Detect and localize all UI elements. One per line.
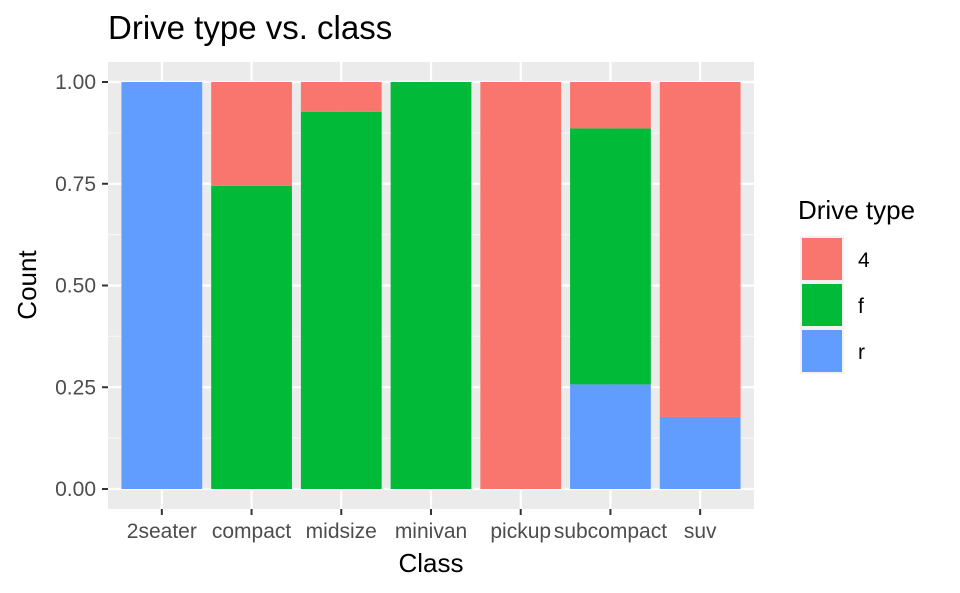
legend-label-r: r <box>858 341 865 364</box>
bar-segment-subcompact-r <box>570 384 651 489</box>
bar-segment-midsize-4 <box>300 82 382 112</box>
bars-layer <box>121 82 741 489</box>
legend-key-f <box>802 284 842 326</box>
legend-key-4 <box>802 238 842 280</box>
bar-segment-midsize-f <box>300 111 382 489</box>
bar-segment-pickup-4 <box>480 82 562 489</box>
legend-label-f: f <box>858 295 864 318</box>
bar-segment-suv-4 <box>659 82 741 417</box>
chart-title: Drive type vs. class <box>108 9 392 46</box>
bar-segment-suv-r <box>659 416 741 489</box>
y-tick-label: 0.25 <box>55 376 96 399</box>
bar-segment-subcompact-f <box>570 128 651 385</box>
y-tick-label: 1.00 <box>55 71 96 94</box>
x-tick-label: subcompact <box>554 520 667 543</box>
bar-segment-minivan-f <box>390 82 472 489</box>
bar-segment-2seater-r <box>121 82 203 489</box>
x-tick-label: suv <box>684 520 717 543</box>
bar-segment-subcompact-4 <box>570 82 651 129</box>
axis-layer: 0.00 0.25 0.50 0.75 1.00 2seater compact midsiz… <box>55 71 717 543</box>
y-tick-label: 0.50 <box>55 275 96 298</box>
x-axis-title: Class <box>398 548 463 578</box>
y-axis-title: Count <box>12 250 42 320</box>
x-tick-label: midsize <box>306 520 377 543</box>
x-tick-label: pickup <box>490 520 551 543</box>
y-tick-label: 0.00 <box>55 478 96 501</box>
x-tick-label: 2seater <box>127 520 197 543</box>
x-tick-label: compact <box>212 520 292 543</box>
bar-segment-compact-4 <box>211 82 292 186</box>
legend-key-r <box>802 330 842 372</box>
legend-title: Drive type <box>798 195 915 225</box>
legend: Drive type 4 fr <box>798 195 915 374</box>
x-tick-label: minivan <box>395 520 467 543</box>
y-tick-label: 0.75 <box>55 173 96 196</box>
bar-segment-compact-f <box>211 185 292 489</box>
legend-label-4: 4 <box>858 249 870 272</box>
